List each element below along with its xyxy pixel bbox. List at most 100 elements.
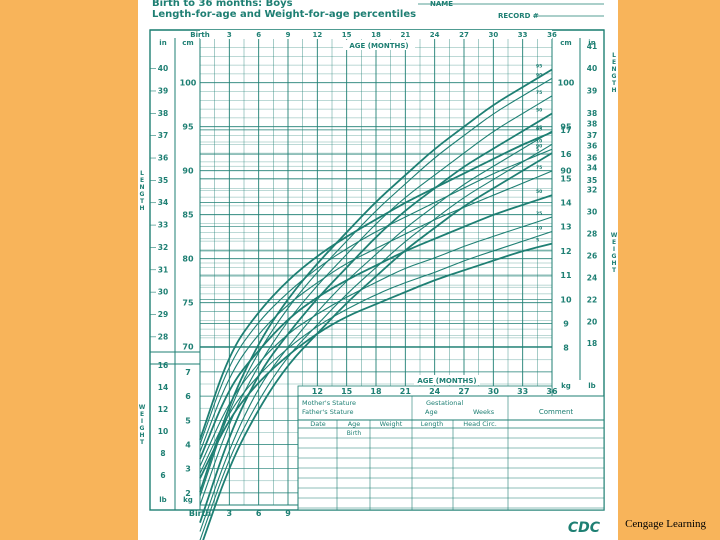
length-in-tick-right: 37 <box>587 131 597 140</box>
age-tick-top: 18 <box>371 31 381 39</box>
length-cm-tick: 100 <box>180 79 197 88</box>
form-column-header: Weight <box>380 420 403 428</box>
birth-row-label: Birth <box>347 430 362 437</box>
mid-age-label-bg <box>414 375 480 385</box>
length-in-tick-right: 36 <box>587 154 597 163</box>
weight-lb-tick-right: 28 <box>587 229 597 238</box>
length-in-tick: 28 <box>158 332 168 341</box>
length-percentile-label: 75 <box>536 90 542 96</box>
mothers-stature-label: Mother's Stature <box>302 399 356 407</box>
form-column-header: Length <box>421 420 443 428</box>
weight-kg-tick-right: 12 <box>560 247 571 256</box>
weight-kg-tick-right: 8 <box>563 344 569 353</box>
weight-curve-p75 <box>199 170 553 452</box>
chart-title-line1: Birth to 36 months: Boys <box>152 0 293 9</box>
weight-curve-p25 <box>199 216 553 467</box>
weight-curve-p10 <box>199 231 553 474</box>
weight-kg-tick-right: 9 <box>563 320 569 329</box>
age-label-bg <box>343 40 415 50</box>
age-tick-bottom: 9 <box>285 509 291 518</box>
comment-label: Comment <box>539 408 574 416</box>
length-in-tick: 30 <box>158 288 168 297</box>
length-curve-p50 <box>199 112 553 523</box>
length-in-tick: 40 <box>158 64 168 73</box>
length-cm-tick: 95 <box>182 123 194 132</box>
weight-lb-tick: 12 <box>158 405 168 414</box>
length-curve-p95 <box>199 68 553 493</box>
weight-lb-tick: 10 <box>158 427 168 436</box>
weight-lb-tick: 6 <box>160 471 165 480</box>
weight-lb-tick-right: 24 <box>587 273 597 282</box>
record-label: RECORD # <box>498 12 539 20</box>
weight-lb-tick-right: 38 <box>587 120 597 129</box>
age-tick-top: 3 <box>227 31 232 39</box>
age-tick-bottom: 6 <box>256 509 262 518</box>
length-percentile-label: 50 <box>536 108 542 114</box>
length-percentile-label: 95 <box>536 64 542 70</box>
weight-lb-tick: 8 <box>160 449 165 458</box>
weight-percentile-label: 75 <box>536 165 542 171</box>
age-tick-mid: 36 <box>546 387 558 396</box>
weight-lb-tick: 16 <box>158 361 168 370</box>
weight-curve-p95 <box>199 131 553 440</box>
age-tick-top: 9 <box>286 31 291 39</box>
cdc-logo: CDC <box>568 520 601 536</box>
age-tick-mid: 21 <box>400 387 412 396</box>
form-column-header: Date <box>310 420 326 428</box>
unit-kg-right: kg <box>561 382 571 390</box>
age-tick-top: 15 <box>342 31 352 39</box>
length-in-tick-right: 38 <box>587 109 597 118</box>
length-curve-p90 <box>199 77 553 497</box>
age-tick-top: 12 <box>312 31 322 39</box>
length-cm-tick: 75 <box>182 299 194 308</box>
weight-kg-tick: 4 <box>185 441 191 450</box>
weight-percentile-label: 5 <box>536 238 539 244</box>
age-tick-top: 6 <box>256 31 261 39</box>
weight-percentile-label: 95 <box>536 126 542 132</box>
weight-lb-tick-right: 36 <box>587 142 597 151</box>
age-tick-top: 30 <box>488 31 498 39</box>
form-column-header: Age <box>348 420 361 428</box>
unit-lb-left: lb <box>159 496 166 504</box>
length-in-tick: 33 <box>158 221 168 230</box>
length-cm-tick-right: 95 <box>560 123 572 132</box>
credit-text: Cengage Learning <box>625 518 706 530</box>
length-in-tick: 31 <box>158 265 168 274</box>
age-axis-label-mid: AGE (MONTHS) <box>417 377 476 385</box>
weight-percentile-label: 10 <box>536 226 542 232</box>
weight-lb-tick-right: 26 <box>587 251 597 260</box>
length-curve-p10 <box>199 143 553 540</box>
weight-lb-tick-right: 34 <box>587 164 597 173</box>
weight-lb-tick-right: 18 <box>587 339 597 348</box>
weight-curve-p90 <box>199 148 553 445</box>
length-percentile-label: 90 <box>536 72 542 78</box>
length-in-tick: 36 <box>158 154 168 163</box>
record-form <box>297 395 605 511</box>
mid-age-band <box>297 385 553 397</box>
weight-kg-tick-right: 13 <box>560 223 571 232</box>
age-tick-mid: 18 <box>370 387 382 396</box>
length-in-tick: 32 <box>158 243 168 252</box>
length-in-tick: 38 <box>158 109 168 118</box>
weight-kg-tick-right: 17 <box>560 126 571 135</box>
weight-kg-tick: 6 <box>185 392 191 401</box>
length-in-tick: 37 <box>158 131 168 140</box>
unit-cm-left: cm <box>182 39 193 47</box>
weight-kg-tick-right: 10 <box>560 295 572 304</box>
gestational-label: Gestational <box>426 399 463 407</box>
length-in-tick-right: 40 <box>587 64 597 73</box>
weeks-label: Weeks <box>473 408 495 416</box>
weight-kg-tick: 5 <box>185 416 191 425</box>
length-percentile-label: 5 <box>536 147 539 153</box>
weight-kg-tick-right: 11 <box>560 271 572 280</box>
unit-in-right: in <box>588 39 595 47</box>
length-in-tick-right: 41 <box>587 42 597 51</box>
age-tick-mid: 24 <box>429 387 441 396</box>
logo-bg <box>566 515 602 537</box>
weight-percentile-label: 50 <box>536 189 542 195</box>
age-tick-mid: 30 <box>488 387 500 396</box>
